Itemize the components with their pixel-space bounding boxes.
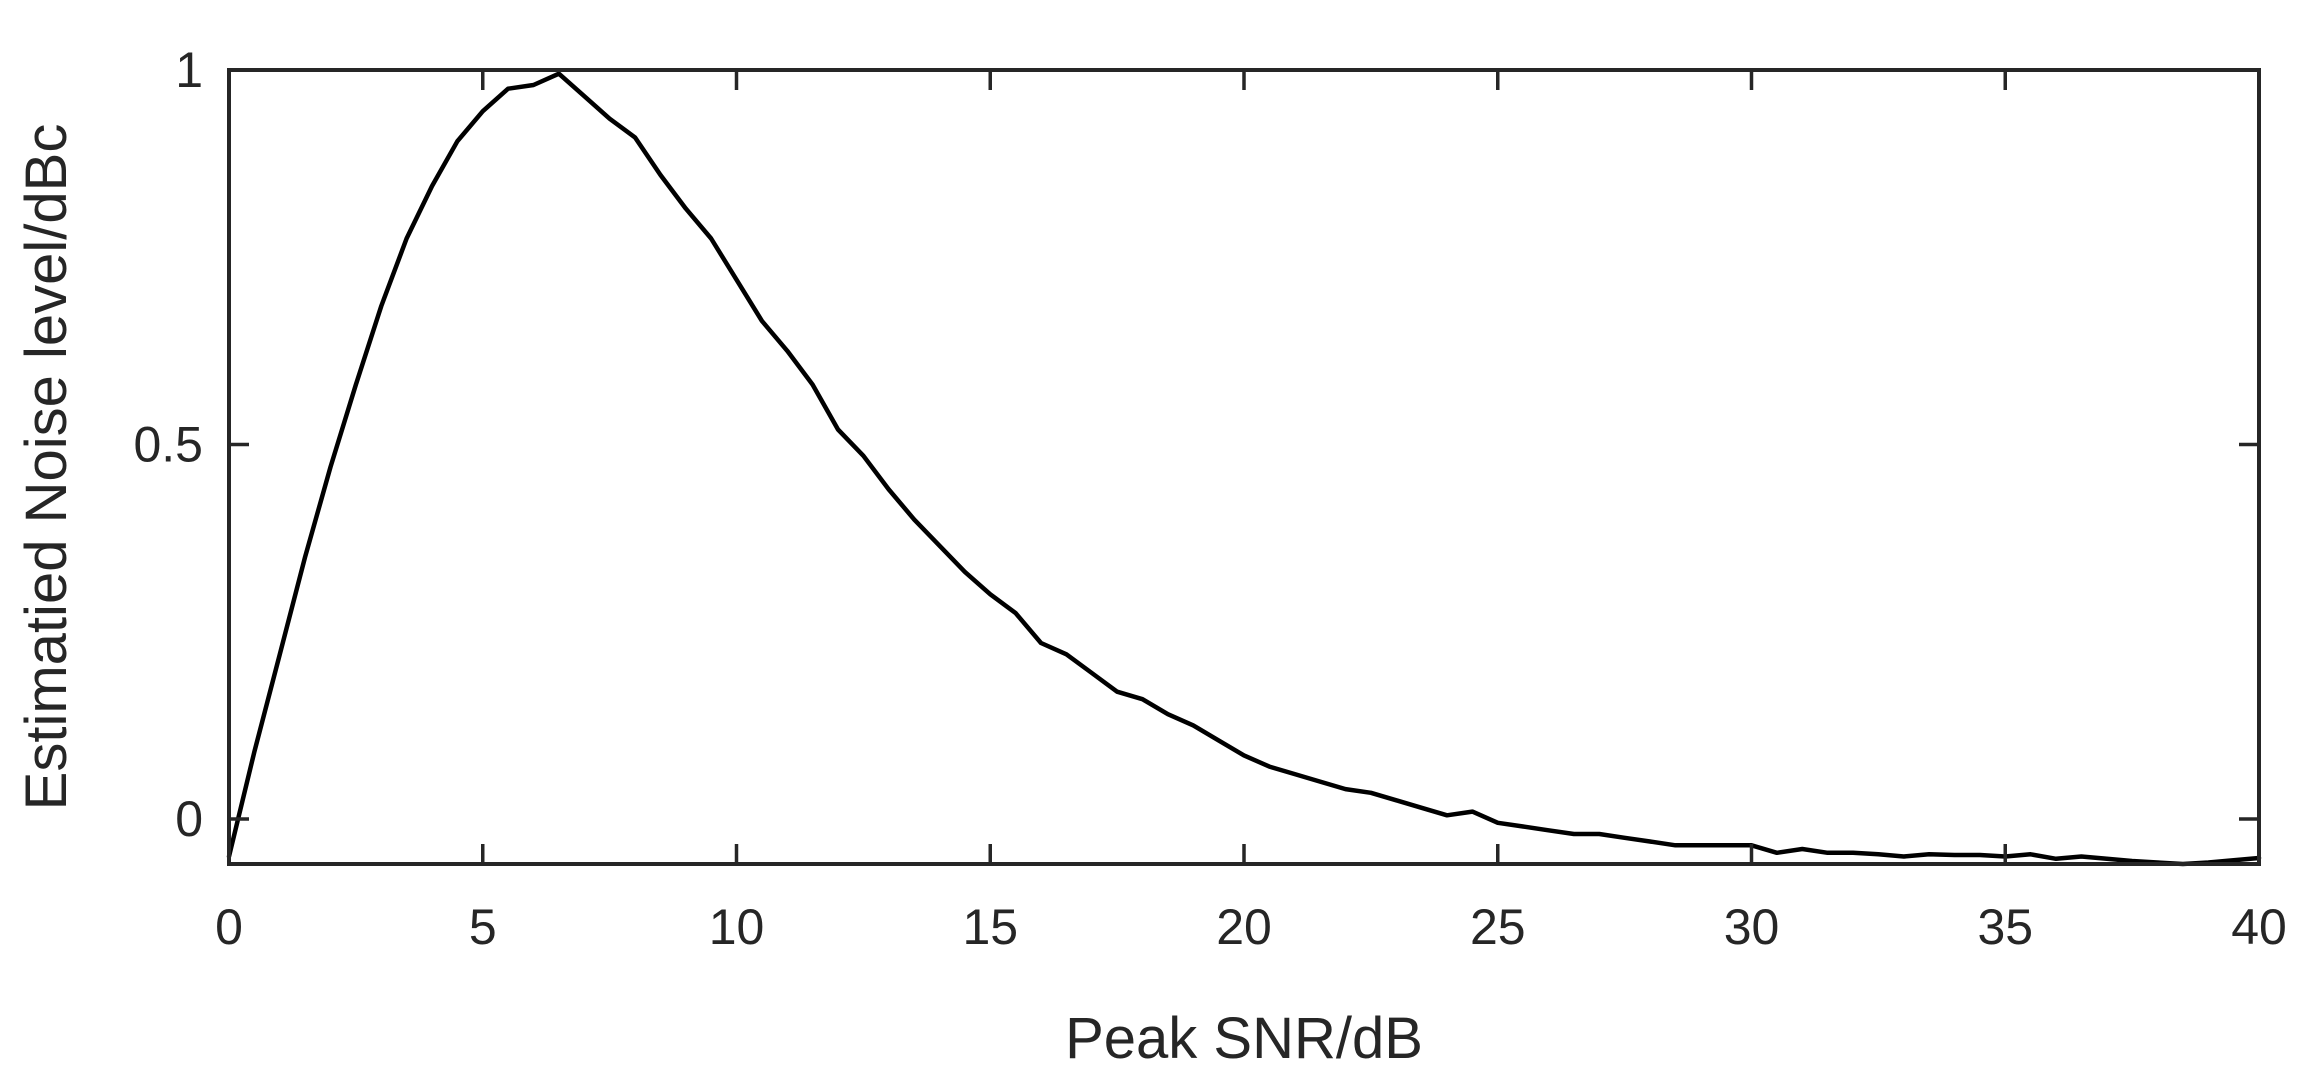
x-tick-label: 10 — [709, 899, 765, 955]
x-tick-label: 35 — [1977, 899, 2033, 955]
x-tick-label: 25 — [1470, 899, 1526, 955]
y-axis-label: Estimatied Noise level/dBc — [14, 124, 79, 811]
x-tick-label: 20 — [1216, 899, 1272, 955]
x-tick-label: 30 — [1724, 899, 1780, 955]
x-tick-label: 15 — [962, 899, 1018, 955]
series-line-0 — [226, 71, 2262, 867]
y-tick-label: 1 — [175, 42, 203, 98]
y-tick-label: 0.5 — [133, 417, 203, 473]
x-tick-label: 5 — [469, 899, 497, 955]
series-layer — [226, 71, 2262, 867]
y-tick-label: 0 — [175, 791, 203, 847]
plot-area-box — [227, 68, 2261, 866]
label-layer: 0 5 10 15 20 25 30 35 40 0 0.5 1 — [133, 42, 2286, 955]
x-tick-label: 40 — [2231, 899, 2287, 955]
x-axis-label: Peak SNR/dB — [1065, 1006, 1423, 1071]
x-tick-label: 0 — [215, 899, 243, 955]
